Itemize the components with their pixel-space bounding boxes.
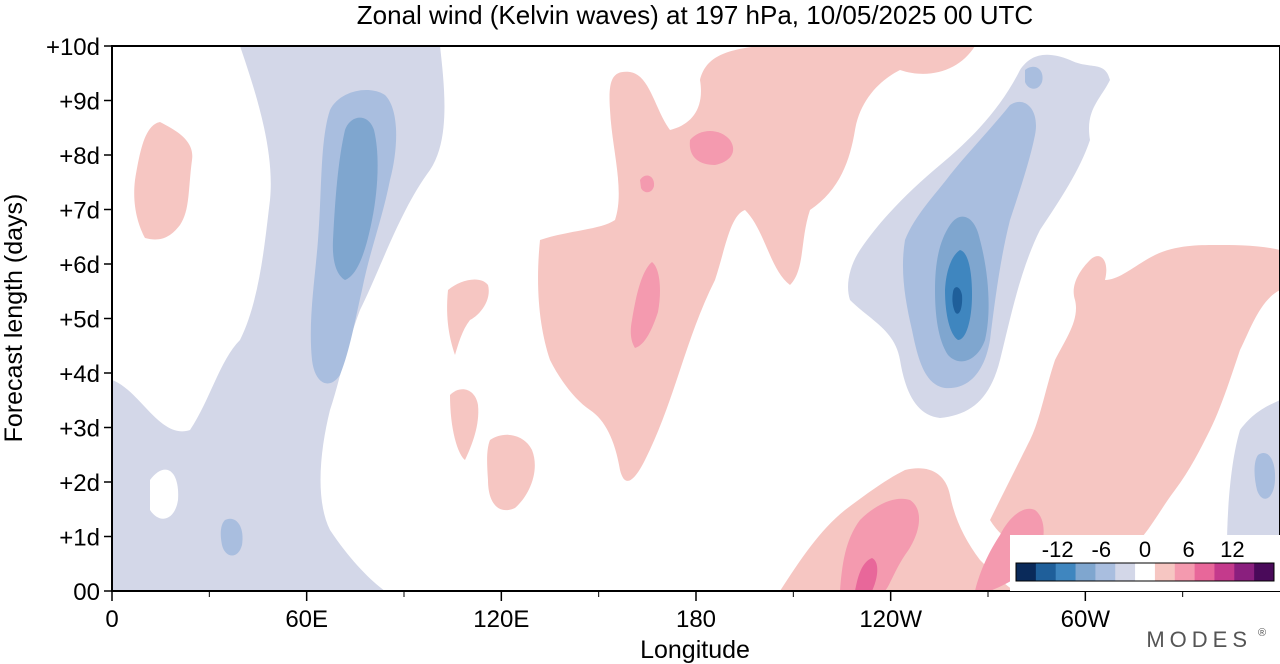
y-tick-label-9: +9d bbox=[59, 89, 100, 116]
contour-positive-weak-blob-1 bbox=[447, 279, 489, 355]
colorbar-swatch-7 bbox=[1154, 563, 1176, 581]
contour-positive-weak-west-small bbox=[134, 122, 193, 240]
colorbar-swatch-11 bbox=[1234, 563, 1255, 581]
colorbar-label-2: 0 bbox=[1139, 537, 1151, 562]
y-tick-label-8: +8d bbox=[59, 143, 100, 170]
x-tick-label-5: 60W bbox=[1061, 606, 1111, 633]
colorbar-label-0: -12 bbox=[1042, 537, 1074, 562]
contour-negative-mod-small-3 bbox=[1025, 66, 1043, 89]
y-tick-label-2: +2d bbox=[59, 470, 100, 497]
contour-positive-mod-south-east bbox=[975, 508, 1044, 591]
colorbar-label-3: 6 bbox=[1183, 537, 1195, 562]
x-axis: 0 60E 120E 180 120W 60W bbox=[105, 591, 1184, 633]
colorbar-swatch-3 bbox=[1075, 563, 1096, 581]
y-tick-label-0: 00 bbox=[73, 579, 100, 606]
colorbar-swatch-2 bbox=[1055, 563, 1077, 581]
modes-logo: MODES bbox=[1146, 627, 1252, 652]
contour-positive-strong-south bbox=[855, 558, 878, 591]
contour-negative-weak-gap bbox=[150, 469, 179, 519]
y-tick-label-5: +5d bbox=[59, 307, 100, 334]
contour-positive-weak-blob-3 bbox=[487, 434, 535, 511]
colorbar-swatch-1 bbox=[1035, 563, 1057, 581]
colorbar: -12 -6 0 6 12 bbox=[1010, 535, 1280, 591]
colorbar-swatch-6 bbox=[1135, 563, 1156, 581]
contour-negative-peak bbox=[952, 287, 963, 314]
registered-mark: ® bbox=[1258, 627, 1266, 639]
colorbar-swatch-9 bbox=[1194, 563, 1215, 581]
y-tick-label-3: +3d bbox=[59, 416, 100, 443]
contour-positive-mod-small bbox=[640, 175, 655, 193]
x-tick-label-2: 120E bbox=[473, 606, 529, 633]
y-axis-label: Forecast length (days) bbox=[0, 194, 28, 443]
contour-positive-mod-south bbox=[840, 498, 920, 591]
x-tick-label-0: 0 bbox=[105, 606, 118, 633]
chart-title: Zonal wind (Kelvin waves) at 197 hPa, 10… bbox=[357, 0, 1033, 30]
colorbar-swatch-12 bbox=[1254, 563, 1275, 581]
y-tick-label-7: +7d bbox=[59, 198, 100, 225]
x-tick-label-4: 120W bbox=[859, 606, 922, 633]
y-axis: 00 +1d +2d +3d +4d +5d +6d +7d +8d +9d +10d bbox=[46, 34, 112, 606]
y-tick-label-4: +4d bbox=[59, 361, 100, 388]
contour-positive-mod-north bbox=[689, 131, 734, 165]
contour-positive-weak-east-band bbox=[990, 245, 1280, 581]
colorbar-swatch-10 bbox=[1214, 563, 1235, 581]
colorbar-swatch-8 bbox=[1174, 563, 1196, 581]
contour-positive-mod-central bbox=[630, 262, 660, 348]
colorbar-frame bbox=[1015, 562, 1275, 582]
colorbar-label-4: 12 bbox=[1220, 537, 1244, 562]
y-tick-label-1: +1d bbox=[59, 525, 100, 552]
contour-field bbox=[112, 46, 1280, 591]
contour-negative-mod-small-2 bbox=[1254, 452, 1276, 499]
colorbar-swatch-0 bbox=[1016, 563, 1037, 581]
contour-negative-strong-west bbox=[332, 117, 378, 280]
x-axis-label: Longitude bbox=[640, 636, 750, 664]
x-tick-label-3: 180 bbox=[676, 606, 716, 633]
contour-negative-mod-small-1 bbox=[220, 518, 243, 556]
y-tick-label-6: +6d bbox=[59, 252, 100, 279]
y-tick-label-10: +10d bbox=[46, 34, 100, 61]
colorbar-swatch-5 bbox=[1115, 563, 1136, 581]
modes-logo-text: MODES bbox=[1146, 627, 1252, 652]
contour-positive-weak-central bbox=[538, 46, 975, 481]
colorbar-swatch-4 bbox=[1095, 563, 1116, 581]
x-tick-label-1: 60E bbox=[285, 606, 328, 633]
contour-positive-weak-blob-2 bbox=[450, 389, 479, 460]
colorbar-label-1: -6 bbox=[1092, 537, 1112, 562]
